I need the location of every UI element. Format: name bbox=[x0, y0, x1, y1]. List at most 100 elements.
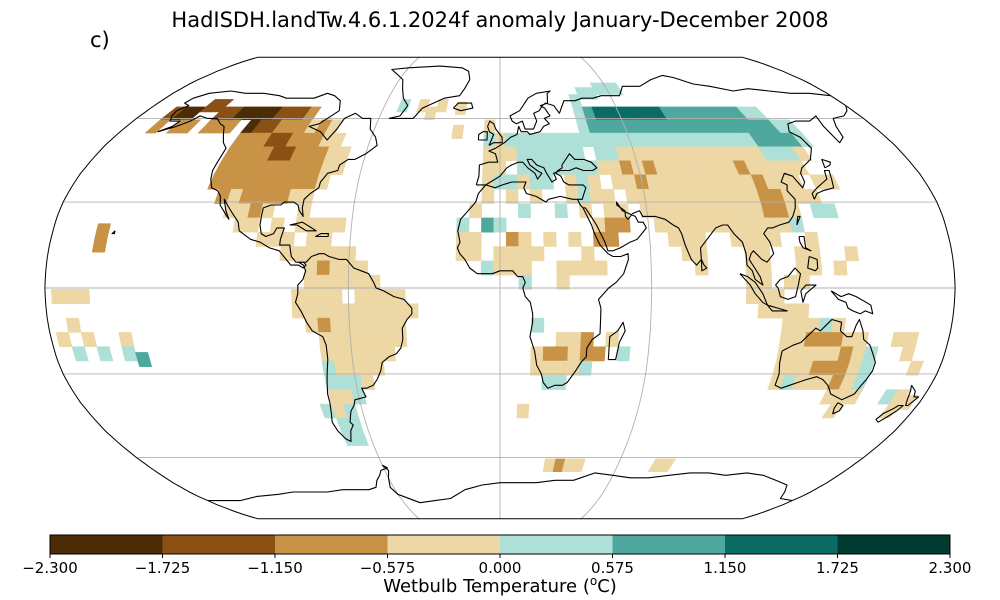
grid-cell bbox=[218, 119, 242, 134]
grid-cell bbox=[517, 203, 532, 219]
grid-cell bbox=[331, 217, 347, 233]
coastline bbox=[774, 318, 876, 401]
grid-cell bbox=[556, 274, 570, 290]
grid-cell bbox=[844, 246, 860, 262]
grid-cell bbox=[583, 87, 599, 100]
coastline bbox=[830, 290, 874, 315]
coastline bbox=[739, 273, 769, 306]
coastline bbox=[905, 384, 920, 407]
grid-cell bbox=[821, 203, 839, 219]
grid-cell bbox=[821, 403, 844, 419]
grid-cell bbox=[606, 82, 624, 95]
coastline bbox=[475, 74, 831, 186]
colorbar-swatch bbox=[612, 535, 726, 554]
grid-cell bbox=[176, 119, 202, 134]
grid-cell bbox=[542, 458, 556, 472]
grid-cell bbox=[540, 174, 554, 190]
coastline bbox=[811, 169, 835, 200]
grid-cell bbox=[352, 431, 369, 446]
coastline bbox=[157, 90, 378, 269]
coastline bbox=[453, 102, 474, 112]
chart-title: HadISDH.landTw.4.6.1.2024f anomaly Janua… bbox=[171, 8, 829, 32]
grid-cell bbox=[594, 260, 608, 276]
colorbar-tick-label: −2.300 bbox=[22, 559, 78, 577]
grid-cell bbox=[516, 403, 530, 419]
grid-cell bbox=[905, 360, 925, 376]
grid-cell bbox=[71, 346, 89, 362]
coastline bbox=[807, 255, 819, 272]
panel-label: c) bbox=[90, 28, 110, 52]
grid-cell bbox=[571, 458, 586, 472]
colorbar-tick-label: −1.150 bbox=[247, 559, 303, 577]
grid-cell bbox=[657, 458, 677, 472]
coastline bbox=[583, 105, 848, 286]
grid-cell bbox=[454, 101, 468, 115]
grid-cell bbox=[481, 188, 495, 204]
grid-cell bbox=[121, 346, 138, 362]
anomaly-cells bbox=[51, 82, 925, 472]
colorbar-tick-label: 0.575 bbox=[591, 559, 634, 577]
colorbar-swatch bbox=[725, 535, 838, 554]
grid-cell bbox=[616, 346, 631, 362]
grid-cell bbox=[766, 231, 783, 247]
colorbar-swatch bbox=[500, 535, 613, 554]
colorbar-swatch bbox=[162, 535, 276, 554]
colorbar-tick-label: −1.725 bbox=[134, 559, 191, 577]
coastline bbox=[832, 402, 844, 415]
grid-cell bbox=[51, 289, 65, 304]
coastline bbox=[388, 65, 471, 119]
grid-cell bbox=[396, 99, 412, 113]
coastlines bbox=[111, 65, 920, 504]
grid-cell bbox=[833, 260, 848, 276]
grid-cell bbox=[135, 352, 153, 367]
grid-cell bbox=[531, 246, 545, 262]
grid-cell bbox=[144, 119, 172, 134]
grid-cell bbox=[554, 203, 568, 219]
coastline bbox=[456, 153, 629, 389]
grid-cell bbox=[553, 375, 567, 390]
colorbar-tick-label: 2.300 bbox=[928, 559, 972, 577]
coastline bbox=[875, 404, 904, 423]
colorbar-tick-label: −0.575 bbox=[359, 559, 416, 577]
grid-cell bbox=[435, 99, 449, 113]
coastline bbox=[821, 158, 831, 169]
coastline bbox=[700, 259, 708, 272]
coastline bbox=[607, 321, 626, 361]
grid-cell bbox=[451, 124, 465, 139]
coastline bbox=[798, 235, 812, 252]
grid-cell bbox=[76, 289, 91, 304]
colorbar-tick-label: 1.725 bbox=[816, 559, 859, 577]
grid-cell bbox=[791, 146, 813, 162]
map-boundary bbox=[44, 56, 956, 520]
coastline bbox=[294, 253, 413, 443]
coastline bbox=[315, 233, 329, 238]
grid-cell bbox=[820, 174, 841, 190]
grid-cell bbox=[842, 389, 864, 405]
coastline bbox=[289, 221, 317, 232]
grid-cell bbox=[381, 346, 396, 362]
colorbar-swatch bbox=[837, 535, 951, 554]
grid-cell bbox=[423, 106, 438, 121]
grid-cell bbox=[91, 237, 108, 253]
coastline bbox=[487, 120, 503, 146]
colorbar-swatch bbox=[50, 535, 163, 554]
world-map bbox=[44, 56, 956, 520]
colorbar-swatch bbox=[275, 535, 388, 554]
coastline bbox=[207, 464, 388, 502]
coastline bbox=[800, 284, 817, 303]
coastline bbox=[382, 464, 793, 504]
colorbar-title: Wetbulb Temperature (oC) bbox=[383, 574, 617, 597]
grid-cell bbox=[605, 231, 620, 247]
coastline bbox=[111, 230, 116, 235]
grid-cell bbox=[578, 360, 593, 376]
colorbar-swatch bbox=[387, 535, 501, 554]
grid-cell bbox=[96, 346, 114, 362]
grid-cell bbox=[616, 217, 631, 233]
coastline bbox=[767, 304, 788, 312]
coastline bbox=[477, 131, 488, 141]
grid-cell bbox=[591, 346, 606, 362]
colorbar-tick-label: 0.000 bbox=[478, 559, 522, 577]
colorbar-tick-label: 1.150 bbox=[703, 559, 747, 577]
grid-cell bbox=[543, 231, 557, 247]
